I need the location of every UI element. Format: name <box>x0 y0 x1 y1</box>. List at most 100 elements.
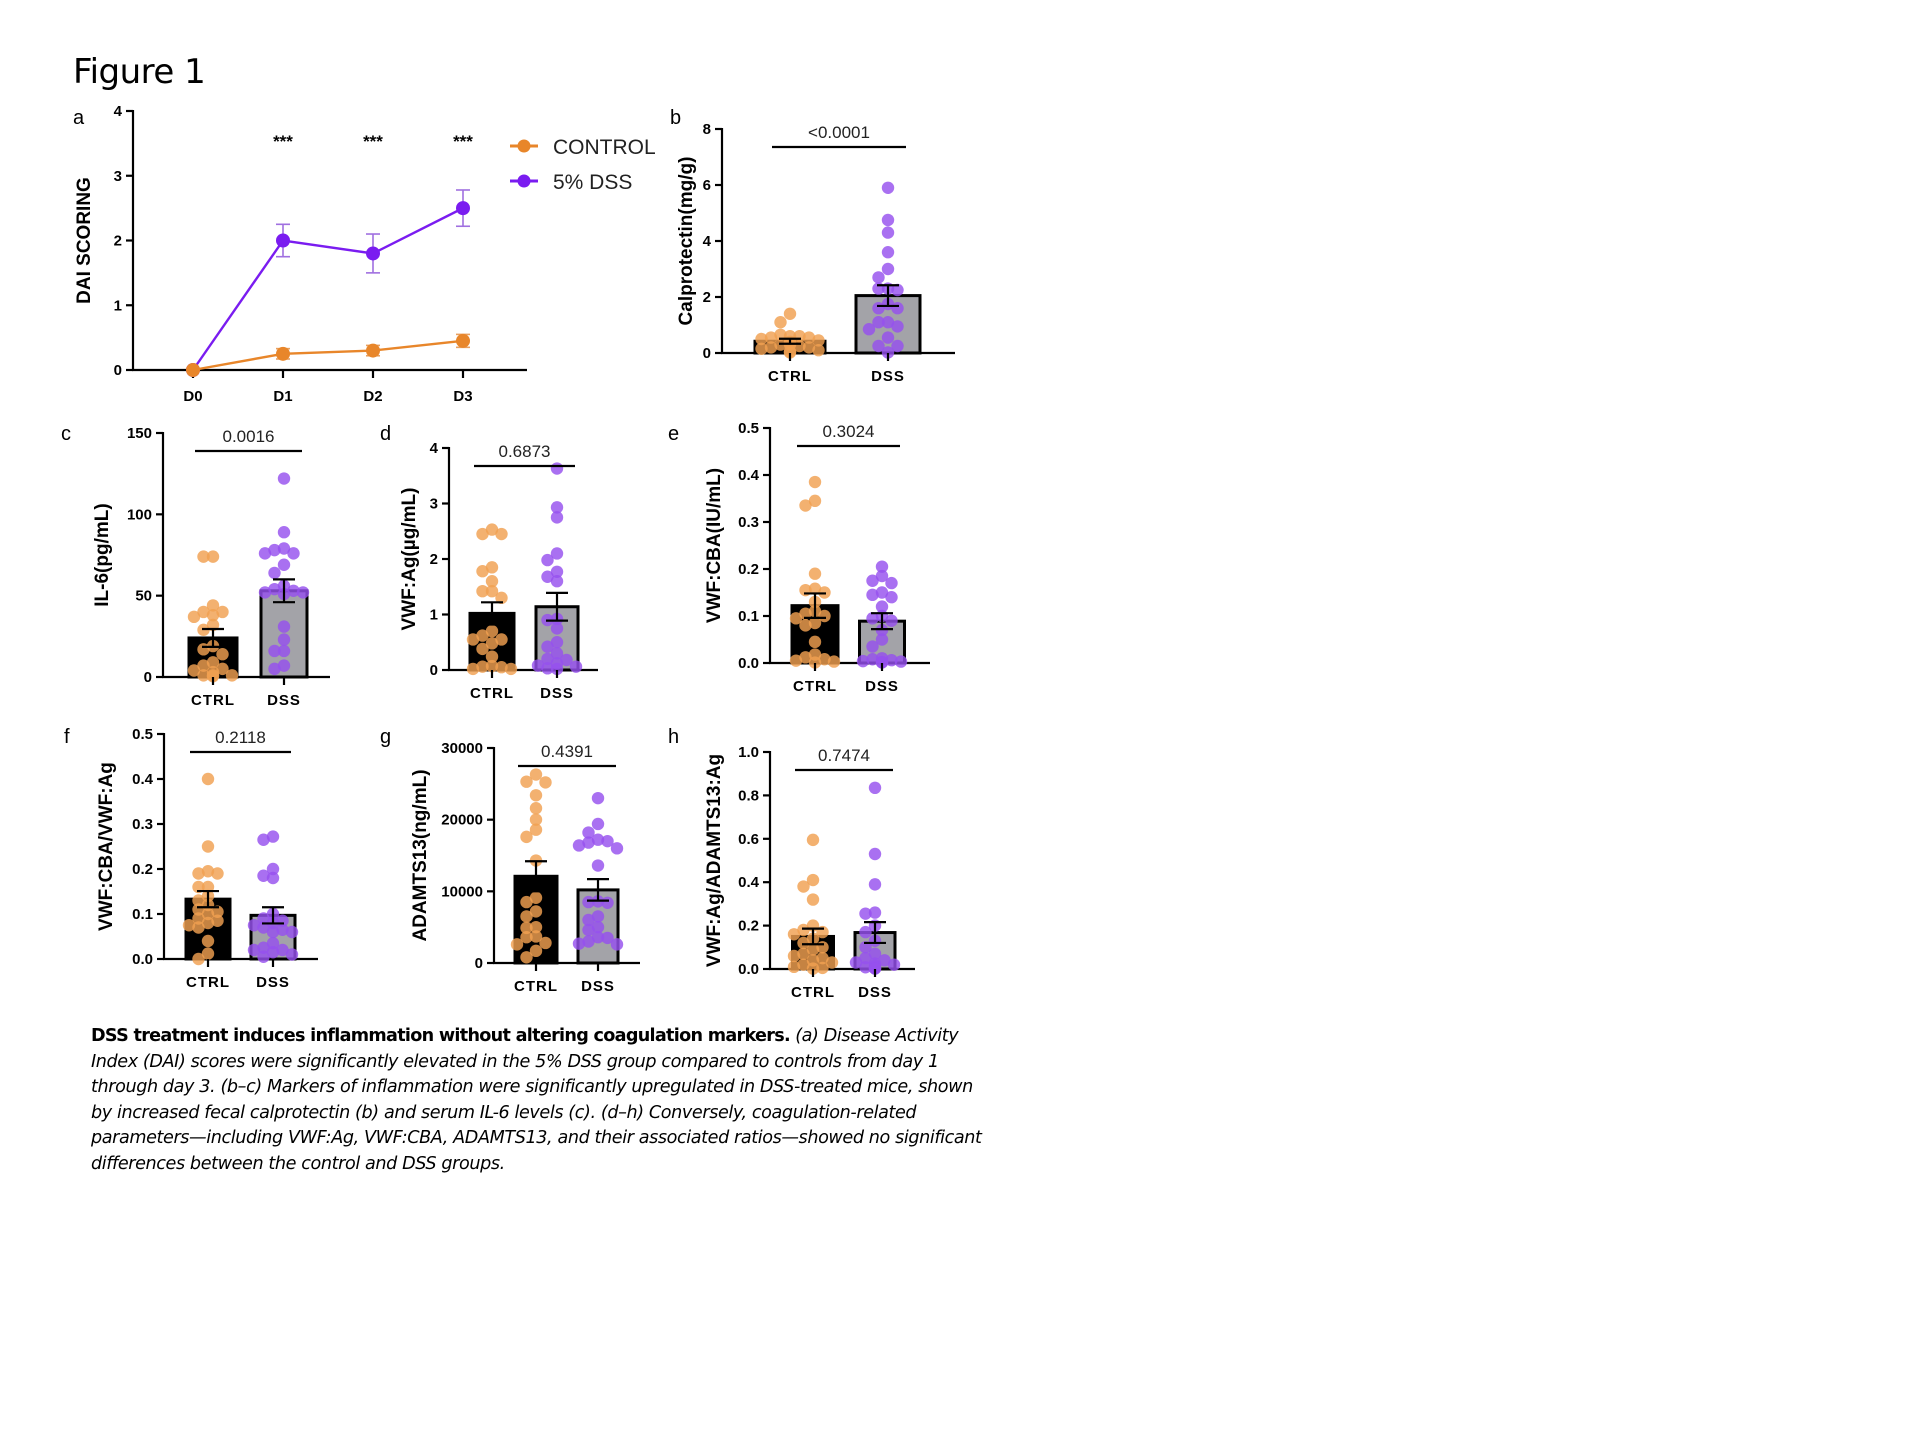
y-tick-label: 2 <box>430 551 438 568</box>
data-point <box>881 246 895 259</box>
data-point <box>485 561 499 574</box>
data-point <box>266 925 280 939</box>
data-point <box>797 880 810 893</box>
series-line <box>192 339 464 372</box>
y-tick-label: 0.3 <box>132 816 153 833</box>
data-point <box>881 316 895 329</box>
data-point <box>485 637 499 650</box>
data-point <box>601 896 614 909</box>
panel-letter: g <box>380 726 391 748</box>
data-point <box>197 659 210 672</box>
data-point <box>550 511 564 524</box>
data-point <box>866 612 879 625</box>
p-value-label: 0.6873 <box>499 442 551 461</box>
data-point <box>531 659 545 672</box>
data-point <box>277 620 291 633</box>
data-point <box>875 586 889 599</box>
data-point <box>247 919 261 932</box>
y-tick-label: 4 <box>430 440 439 457</box>
data-point <box>201 772 215 786</box>
data-point <box>192 867 205 880</box>
data-point <box>787 928 801 941</box>
data-point <box>520 951 533 964</box>
data-point <box>197 669 210 682</box>
group-dss: DSS <box>247 830 299 991</box>
y-tick-label: 0.4 <box>738 874 760 891</box>
data-point <box>529 768 543 781</box>
data-point <box>287 547 300 560</box>
data-point <box>192 952 205 966</box>
data-point <box>827 655 841 668</box>
panel-f: f 0.0 0.1 0.2 0.3 0.4 0.5 VWF:CBA/VWF:Ag CTRL DSS… <box>64 726 318 991</box>
y-tick-label: 0.0 <box>738 961 759 978</box>
data-point <box>296 586 310 599</box>
data-point <box>257 941 270 954</box>
x-tick-label: CTRL <box>186 974 230 991</box>
data-point <box>257 950 270 963</box>
data-point <box>201 947 215 960</box>
y-axis-title: VWF:Ag(µg/mL) <box>399 488 420 631</box>
data-point <box>266 862 280 876</box>
y-tick-label: 30000 <box>441 740 483 757</box>
data-point <box>859 941 872 954</box>
y-tick-label: 0.2 <box>738 918 759 935</box>
data-point <box>216 662 229 676</box>
y-tick-label: 3 <box>430 496 438 513</box>
data-point <box>610 842 624 855</box>
x-tick-label: D2 <box>363 388 382 405</box>
panel-c: c 0 50 100 150 IL-6(pg/mL) CTRL DSS 0.0016 <box>61 423 330 709</box>
data-point <box>201 916 215 930</box>
panel-e: e 0.0 0.1 0.2 0.3 0.4 0.5 VWF:CBA(IU/mL) CTRL DSS… <box>668 420 930 695</box>
data-point <box>277 526 291 539</box>
y-axis-title: VWF:CBA(IU/mL) <box>704 468 725 623</box>
panel-letter: e <box>668 423 679 445</box>
data-point <box>802 341 816 354</box>
data-point <box>866 574 879 587</box>
figure-title: Figure 1 <box>73 52 206 92</box>
y-tick-label: 1.0 <box>738 744 759 761</box>
y-tick-label: 0.0 <box>132 951 153 968</box>
data-point <box>755 332 768 346</box>
data-point <box>789 654 803 667</box>
data-point <box>875 560 889 573</box>
data-point <box>875 656 889 669</box>
panel-letter: a <box>73 107 85 129</box>
y-tick-label: 0.5 <box>738 420 759 437</box>
data-point <box>287 584 300 597</box>
data-point <box>783 307 797 320</box>
data-point <box>816 961 829 975</box>
x-tick-label: DSS <box>581 978 615 995</box>
legend-marker-icon <box>517 174 531 188</box>
data-point <box>550 662 564 676</box>
data-point <box>550 575 564 588</box>
data-point <box>582 935 595 948</box>
panel-letter: d <box>380 423 391 445</box>
data-point <box>894 655 908 668</box>
data-point <box>520 921 533 935</box>
panel-letter: h <box>668 726 679 748</box>
data-point <box>806 873 820 887</box>
data-point <box>197 605 210 619</box>
data-point <box>783 346 797 359</box>
significance-marker: *** <box>273 132 293 151</box>
data-point <box>206 550 220 563</box>
data-point <box>868 906 882 919</box>
group-dss: DSS <box>856 560 908 695</box>
data-point <box>485 650 499 663</box>
data-point <box>225 669 239 682</box>
data-point <box>285 948 299 961</box>
data-point <box>808 635 822 649</box>
y-tick-label: 0.4 <box>132 771 154 788</box>
data-point <box>591 910 605 923</box>
data-point <box>812 334 825 347</box>
data-point <box>216 648 229 661</box>
data-point <box>582 836 595 849</box>
data-point <box>541 652 554 666</box>
data-point <box>550 636 564 649</box>
panel-a: a 0 1 2 3 4 DAI SCORING D0 D1 *** D2 *** D3 *** CONTRO… <box>73 103 656 405</box>
data-point <box>797 958 810 971</box>
data-point <box>510 938 524 951</box>
data-point <box>268 543 281 557</box>
group-ctrl: CTRL <box>787 833 839 1001</box>
